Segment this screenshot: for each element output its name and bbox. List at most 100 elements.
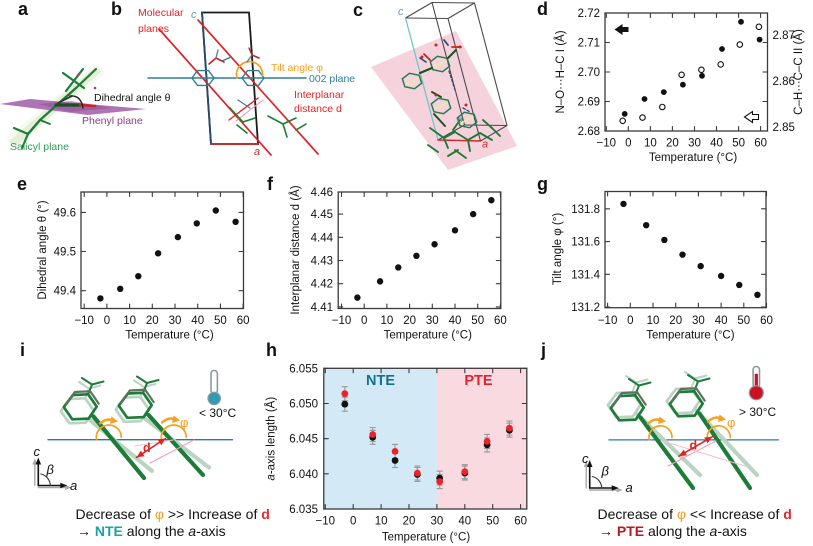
svg-text:40: 40 [458,516,471,528]
svg-text:d: d [690,439,698,453]
svg-text:PTE: PTE [464,373,493,389]
svg-text:20: 20 [403,315,416,327]
svg-text:Interplanar: Interplanar [294,89,345,101]
svg-text:−10: −10 [74,315,94,327]
svg-text:40: 40 [449,315,462,327]
svg-text:50: 50 [214,315,227,327]
svg-text:φ: φ [727,415,735,430]
svg-text:Temperature (°C): Temperature (°C) [646,330,734,342]
svg-text:40: 40 [715,315,728,327]
svg-text:10: 10 [644,138,657,150]
svg-text:10: 10 [123,315,136,327]
svg-text:30: 30 [692,315,705,327]
svg-text:c: c [191,9,197,21]
svg-text:distance d: distance d [294,103,342,115]
svg-text:2.72: 2.72 [578,8,600,20]
svg-text:60: 60 [754,138,767,150]
svg-text:6.055: 6.055 [289,363,318,375]
svg-text:> 30°C: > 30°C [739,405,776,419]
svg-text:Tilt angle φ: Tilt angle φ [271,62,323,74]
svg-text:50: 50 [732,138,745,150]
svg-text:C–H···C–C II (Å): C–H···C–C II (Å) [792,29,805,115]
svg-text:d: d [537,0,548,19]
svg-text:planes: planes [138,23,169,35]
svg-text:60: 60 [760,315,773,327]
svg-text:Molecular: Molecular [138,7,184,19]
svg-text:49.5: 49.5 [54,247,76,259]
svg-text:2.68: 2.68 [578,126,600,138]
svg-text:i: i [20,340,25,360]
svg-text:6.045: 6.045 [289,434,318,446]
svg-text:30: 30 [688,138,701,150]
svg-text:131.2: 131.2 [571,302,600,314]
svg-text:β: β [601,464,610,479]
svg-text:40: 40 [710,138,723,150]
svg-text:2.86: 2.86 [773,76,795,88]
svg-text:N–O···H–C I (Å): N–O···H–C I (Å) [554,30,567,113]
svg-text:a: a [70,478,77,493]
svg-text:6.040: 6.040 [289,469,318,481]
svg-text:30: 30 [426,315,439,327]
svg-text:10: 10 [375,516,388,528]
svg-text:4.45: 4.45 [311,209,333,221]
svg-text:−10: −10 [316,516,336,528]
svg-text:131.6: 131.6 [571,237,600,249]
svg-text:a: a [626,480,633,495]
svg-text:g: g [537,174,548,194]
svg-text:0: 0 [104,315,110,327]
svg-text:Temperature (°C): Temperature (°C) [125,330,213,342]
svg-text:Decrease of φ >> Increase of d: Decrease of φ >> Increase of d [76,506,270,522]
svg-text:40: 40 [191,315,204,327]
svg-text:c: c [353,0,363,20]
svg-text:b: b [457,114,463,126]
svg-text:a: a [254,146,260,158]
svg-text:β: β [46,462,55,477]
svg-text:e: e [17,174,27,194]
svg-text:a-axis length (Å): a-axis length (Å) [265,397,278,481]
svg-text:20: 20 [666,138,679,150]
svg-text:6.050: 6.050 [289,399,318,411]
svg-text:Tilt angle φ (°): Tilt angle φ (°) [552,213,564,286]
svg-text:→ NTE along the a-axis: → NTE along the a-axis [77,523,226,539]
svg-text:d: d [143,441,151,455]
svg-text:a: a [482,139,488,151]
svg-text:−10: −10 [598,315,618,327]
svg-text:c: c [34,444,41,459]
svg-text:φ: φ [180,415,188,430]
svg-text:Phenyl plane: Phenyl plane [82,115,143,127]
svg-text:j: j [540,340,546,360]
svg-text:131.4: 131.4 [571,269,600,281]
svg-text:4.42: 4.42 [311,279,333,291]
svg-text:Dihedral angle θ: Dihedral angle θ [94,92,171,104]
svg-text:Dihedral angle θ (°): Dihedral angle θ (°) [37,200,49,299]
svg-text:30: 30 [431,516,444,528]
svg-text:10: 10 [647,315,660,327]
svg-text:Decrease of φ << Increase of d: Decrease of φ << Increase of d [598,506,792,522]
svg-text:131.8: 131.8 [571,204,600,216]
svg-text:0: 0 [350,516,356,528]
svg-text:2.71: 2.71 [578,38,600,50]
svg-text:→ PTE along the a-axis: → PTE along the a-axis [599,523,747,539]
svg-text:60: 60 [237,315,250,327]
svg-text:60: 60 [494,315,507,327]
svg-text:< 30°C: < 30°C [199,406,236,420]
svg-text:c: c [582,451,589,466]
svg-text:b: b [111,0,122,19]
svg-text:−10: −10 [332,315,352,327]
svg-text:2.69: 2.69 [578,97,600,109]
svg-text:20: 20 [403,516,416,528]
svg-text:Interplanar distance d (Å): Interplanar distance d (Å) [289,185,302,314]
svg-text:4.46: 4.46 [311,187,333,199]
svg-text:30: 30 [169,315,182,327]
svg-text:NTE: NTE [366,373,395,389]
svg-text:2.70: 2.70 [578,67,600,79]
svg-text:60: 60 [514,516,527,528]
svg-text:Temperature (°C): Temperature (°C) [382,532,470,544]
svg-text:Temperature (°C): Temperature (°C) [384,330,472,342]
svg-text:50: 50 [471,315,484,327]
svg-text:0: 0 [361,315,367,327]
svg-text:10: 10 [381,315,394,327]
svg-text:2.85: 2.85 [773,122,795,134]
svg-text:0: 0 [627,315,633,327]
svg-text:−10: −10 [597,138,617,150]
